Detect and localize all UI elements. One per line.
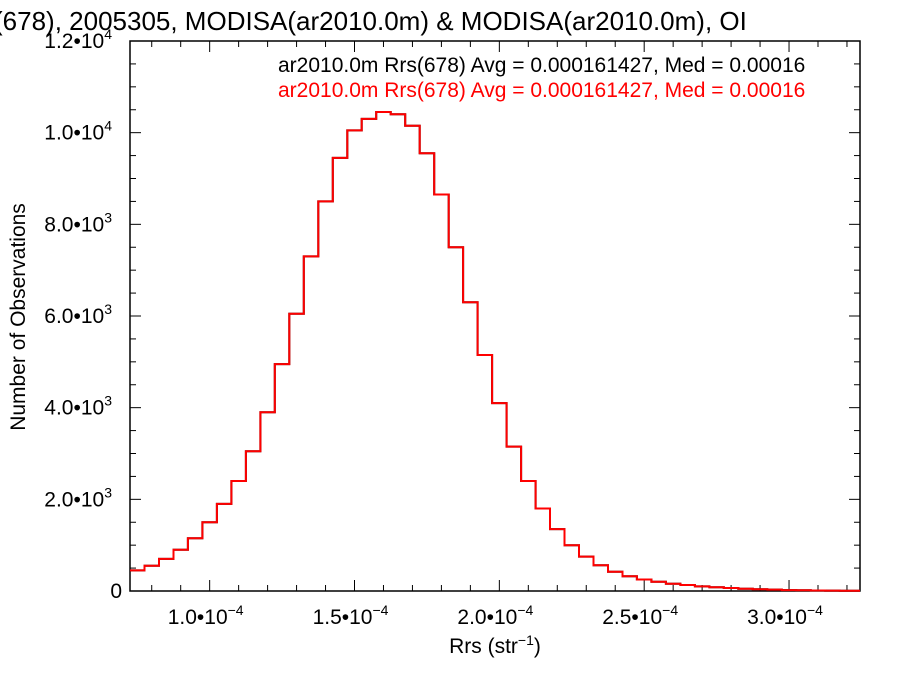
x-tick-label: 2.5•10−4 <box>602 602 678 629</box>
histogram-series-0 <box>130 111 860 592</box>
x-tick-label: 1.5•10−4 <box>313 602 389 629</box>
y-tick-label: 1.2•104 <box>44 26 112 53</box>
series-layer <box>130 111 860 592</box>
y-tick-label: 1.0•104 <box>44 118 112 145</box>
y-tick-label: 8.0•103 <box>44 209 112 236</box>
x-axis-label: Rrs (str−1) <box>449 632 541 658</box>
axis-ticks <box>130 40 860 592</box>
y-axis-label: Number of Observations <box>7 203 30 431</box>
y-tick-label: 6.0•103 <box>44 301 112 328</box>
tick-labels: 1.0•10−4 1.5•10−4 2.0•10−4 2.5•10−4 3.0•10−4… <box>44 26 823 629</box>
y-tick-label: 0 <box>110 580 122 603</box>
legend-entry-red: ar2010.0m Rrs(678) Avg = 0.000161427, Me… <box>278 79 805 102</box>
x-tick-label: 1.0•10−4 <box>168 602 244 629</box>
plot-axes <box>129 40 861 592</box>
histogram-series-1 <box>130 111 860 592</box>
plot-frame <box>129 40 861 592</box>
chart-title: (678), 2005305, MODISA(ar2010.0m) & MODI… <box>0 6 747 36</box>
y-tick-label: 2.0•103 <box>44 484 112 511</box>
y-tick-label: 4.0•103 <box>44 393 112 420</box>
x-tick-label: 2.0•10−4 <box>457 602 533 629</box>
x-tick-label: 3.0•10−4 <box>747 602 823 629</box>
legend-entry-black: ar2010.0m Rrs(678) Avg = 0.000161427, Me… <box>278 54 805 77</box>
legend: ar2010.0m Rrs(678) Avg = 0.000161427, Me… <box>278 54 805 102</box>
